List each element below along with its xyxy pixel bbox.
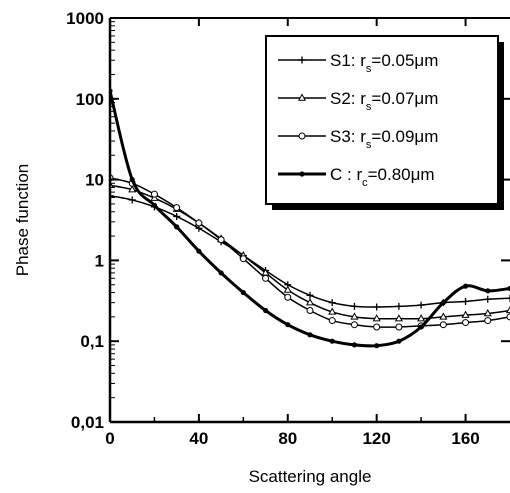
data-point-s2-150 <box>439 312 448 320</box>
data-point-s2-130 <box>394 314 403 322</box>
x-tick-label-80: 80 <box>278 429 297 448</box>
x-tick-label-40: 40 <box>189 429 208 448</box>
data-point-s3-180 <box>506 313 510 321</box>
x-tick-label-160: 160 <box>451 429 479 448</box>
data-point-s2-80 <box>283 285 292 293</box>
data-point-c-80 <box>285 322 291 328</box>
data-point-s1-120 <box>373 303 381 311</box>
legend-entry-s1: S1: rs=0.05μm <box>278 51 438 75</box>
data-point-s1-140 <box>417 301 425 309</box>
y-tick-label-0.01: 0,01 <box>71 413 104 432</box>
x-axis-title: Scattering angle <box>249 467 372 486</box>
data-point-s3-100 <box>328 317 336 325</box>
data-point-s2-100 <box>328 307 337 315</box>
data-point-s3-150 <box>439 321 447 329</box>
y-tick-label-0.1: 0,1 <box>80 332 104 351</box>
data-point-c-160 <box>462 283 469 289</box>
plot-area <box>110 88 510 349</box>
series-s1 <box>110 192 510 311</box>
data-point-s1-170 <box>484 295 492 303</box>
x-tick-label-0: 0 <box>105 429 114 448</box>
data-point-s2-160 <box>461 310 470 318</box>
legend-marker-c <box>299 171 305 177</box>
data-point-c-70 <box>262 307 269 314</box>
data-point-s3-80 <box>284 293 292 301</box>
data-point-c-60 <box>240 289 246 296</box>
legend-marker-s1 <box>298 56 306 64</box>
data-point-s2-170 <box>483 309 492 317</box>
data-point-s3-170 <box>484 317 492 325</box>
series-c <box>110 88 510 349</box>
legend-entry-c: C : rc=0.80μm <box>278 165 435 189</box>
data-point-c-40 <box>196 248 202 254</box>
legend-entry-s2: S2: rs=0.07μm <box>278 89 438 113</box>
data-point-c-10 <box>129 177 135 183</box>
data-point-s1-130 <box>395 302 403 310</box>
data-point-s3-70 <box>262 274 270 282</box>
legend-label-s1: S1: rs=0.05μm <box>330 51 438 75</box>
legend-marker-s3 <box>298 132 306 140</box>
data-point-s1-180 <box>506 294 510 302</box>
data-point-s2-180 <box>505 305 510 314</box>
y-tick-label-1: 1 <box>95 251 104 270</box>
data-point-c-180 <box>507 285 510 292</box>
data-point-s3-90 <box>306 306 314 314</box>
data-point-s2-90 <box>305 298 315 306</box>
data-point-s2-110 <box>350 312 359 320</box>
legend-label-c: C : rc=0.80μm <box>330 165 435 189</box>
data-point-s2-10 <box>128 185 137 193</box>
legend-entry-s3: S3: rs=0.09μm <box>278 127 438 151</box>
y-tick-label-100: 100 <box>76 90 104 109</box>
data-point-c-140 <box>418 324 424 330</box>
data-point-s2-120 <box>372 314 381 322</box>
data-point-s3-120 <box>373 323 381 331</box>
y-tick-label-10: 10 <box>85 171 104 190</box>
data-point-c-20 <box>151 202 158 208</box>
data-point-s3-20 <box>150 190 158 198</box>
data-point-c-90 <box>307 332 313 338</box>
data-point-s3-110 <box>350 321 358 329</box>
data-point-c-100 <box>329 338 335 344</box>
data-point-s1-30 <box>173 212 181 220</box>
data-point-s1-90 <box>306 291 314 299</box>
legend-marker-s2 <box>297 93 307 101</box>
y-axis-title: Phase function <box>13 164 32 276</box>
data-point-s1-10 <box>128 196 136 204</box>
data-point-c-30 <box>174 224 180 230</box>
legend-label-s2: S2: rs=0.07μm <box>330 89 438 113</box>
data-point-s2-140 <box>417 314 426 322</box>
x-tick-label-120: 120 <box>362 429 390 448</box>
data-point-s1-110 <box>350 302 358 310</box>
legend-label-s3: S3: rs=0.09μm <box>330 127 438 151</box>
data-point-s3-60 <box>239 255 247 263</box>
data-point-s3-130 <box>395 323 403 331</box>
axes: 0 40 80 120 160 0,01 0,1 1 10 100 1000 <box>66 9 510 448</box>
data-point-s3-40 <box>195 219 203 227</box>
data-point-c-120 <box>374 343 380 349</box>
data-point-c-170 <box>485 288 491 294</box>
data-point-s1-100 <box>328 299 336 307</box>
data-point-c-150 <box>440 300 446 306</box>
legend: S1: rs=0.05μm S2: rs=0.07μm S3: rs=0.09μm C… <box>265 35 504 210</box>
series-s3 <box>110 174 510 331</box>
data-point-s3-160 <box>462 319 470 327</box>
data-point-s1-0 <box>110 192 114 200</box>
series-line-s1 <box>110 195 510 308</box>
data-point-s3-50 <box>217 236 225 244</box>
data-point-c-110 <box>351 342 358 348</box>
data-point-c-130 <box>396 338 402 344</box>
y-tick-label-1000: 1000 <box>66 9 104 28</box>
legend-box <box>265 35 499 205</box>
data-point-s1-160 <box>462 297 470 305</box>
data-point-s3-30 <box>173 204 181 212</box>
data-point-c-50 <box>218 270 224 276</box>
